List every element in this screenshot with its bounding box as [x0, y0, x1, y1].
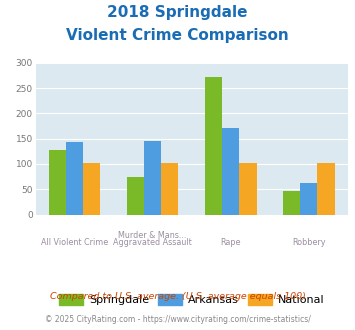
Bar	[144, 141, 161, 214]
Bar	[222, 128, 239, 214]
Bar	[66, 142, 83, 214]
Bar	[205, 77, 222, 214]
Bar	[83, 163, 100, 215]
Text: Murder & Mans...: Murder & Mans...	[119, 231, 187, 240]
Text: Robbery: Robbery	[292, 238, 326, 247]
Text: Compared to U.S. average. (U.S. average equals 100): Compared to U.S. average. (U.S. average …	[50, 292, 305, 301]
Text: Aggravated Assault: Aggravated Assault	[113, 238, 192, 247]
Text: All Violent Crime: All Violent Crime	[41, 238, 108, 247]
Bar	[317, 163, 335, 215]
Text: © 2025 CityRating.com - https://www.cityrating.com/crime-statistics/: © 2025 CityRating.com - https://www.city…	[45, 315, 310, 324]
Legend: Springdale, Arkansas, National: Springdale, Arkansas, National	[55, 290, 329, 310]
Bar	[161, 163, 179, 215]
Bar	[283, 191, 300, 214]
Bar	[127, 177, 144, 214]
Bar	[49, 150, 66, 214]
Bar	[300, 183, 317, 214]
Text: Rape: Rape	[220, 238, 241, 247]
Text: 2018 Springdale: 2018 Springdale	[107, 5, 248, 20]
Bar	[239, 163, 257, 215]
Text: Violent Crime Comparison: Violent Crime Comparison	[66, 28, 289, 43]
